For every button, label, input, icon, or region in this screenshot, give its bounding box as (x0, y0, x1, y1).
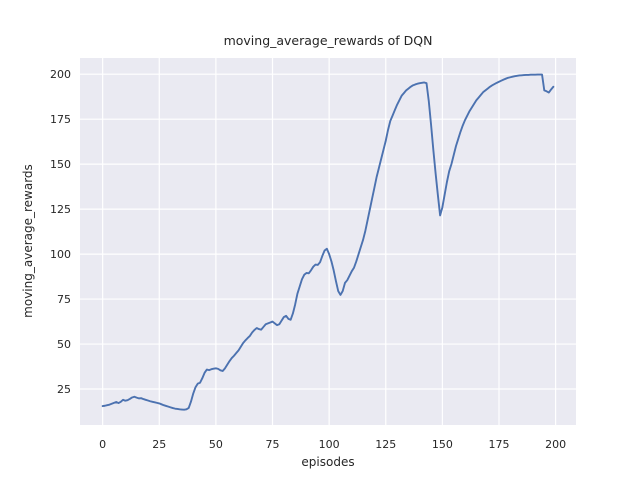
x-tick-label: 75 (266, 438, 280, 451)
y-tick-label: 25 (57, 383, 71, 396)
x-tick-label: 0 (99, 438, 106, 451)
y-tick-labels: 25 50 75 100 125 150 175 200 (50, 68, 71, 396)
x-tick-label: 50 (209, 438, 223, 451)
x-tick-label: 100 (319, 438, 340, 451)
y-tick-label: 150 (50, 158, 71, 171)
x-tick-label: 150 (432, 438, 453, 451)
reward-line (101, 73, 555, 411)
x-tick-label: 25 (152, 438, 166, 451)
y-tick-label: 175 (50, 113, 71, 126)
y-tick-label: 200 (50, 68, 71, 81)
x-tick-label: 175 (488, 438, 509, 451)
x-tick-labels: 0 25 50 75 100 125 150 175 200 (99, 438, 566, 451)
x-tick-label: 125 (375, 438, 396, 451)
y-axis-label: moving_average_rewards (21, 164, 35, 318)
y-tick-label: 125 (50, 203, 71, 216)
x-tick-label: 200 (545, 438, 566, 451)
plot-area (80, 58, 576, 425)
chart-title: moving_average_rewards of DQN (223, 33, 433, 48)
y-tick-label: 75 (57, 293, 71, 306)
y-tick-label: 100 (50, 248, 71, 261)
x-axis-label: episodes (301, 455, 355, 469)
y-tick-label: 50 (57, 338, 71, 351)
gridlines (80, 58, 576, 425)
